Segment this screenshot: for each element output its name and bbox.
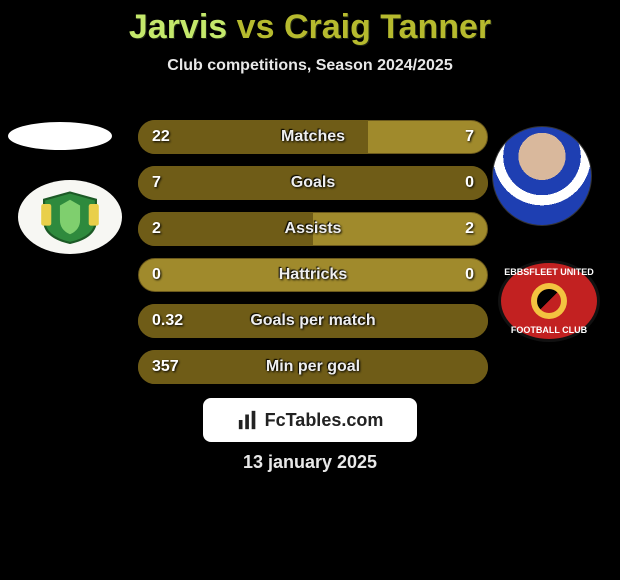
player1-photo (8, 122, 112, 150)
badge-ring-top: EBBSFLEET UNITED (501, 267, 597, 277)
stat-row: 0.32 Goals per match (138, 304, 488, 338)
stat-row: 357 Min per goal (138, 350, 488, 384)
stat-row: 0 0 Hattricks (138, 258, 488, 292)
stat-label: Goals (138, 166, 488, 200)
badge-inner-icon (531, 283, 567, 319)
player2-club-badge: EBBSFLEET UNITED FOOTBALL CLUB (498, 260, 600, 342)
brand-pill: FcTables.com (203, 398, 417, 442)
stat-label: Matches (138, 120, 488, 154)
comparison-bars: 22 7 Matches 7 0 Goals 2 2 Assists 0 0 H… (138, 120, 488, 396)
brand-text: FcTables.com (265, 410, 384, 431)
player1-club-badge (18, 180, 122, 254)
stat-row: 22 7 Matches (138, 120, 488, 154)
stat-row: 2 2 Assists (138, 212, 488, 246)
date-text: 13 january 2025 (0, 452, 620, 473)
title-player1: Jarvis (129, 8, 227, 46)
player2-photo (492, 126, 592, 226)
title-player2: Craig Tanner (284, 8, 491, 46)
stat-label: Min per goal (138, 350, 488, 384)
bars-icon (237, 409, 259, 431)
stat-label: Goals per match (138, 304, 488, 338)
stat-label: Assists (138, 212, 488, 246)
title-vs: vs (237, 8, 275, 46)
title: Jarvis vs Craig Tanner (0, 0, 620, 47)
badge-ring-bottom: FOOTBALL CLUB (501, 325, 597, 335)
subtitle: Club competitions, Season 2024/2025 (0, 57, 620, 75)
stat-label: Hattricks (138, 258, 488, 292)
stat-row: 7 0 Goals (138, 166, 488, 200)
comparison-card: Jarvis vs Craig Tanner Club competitions… (0, 0, 620, 580)
shield-icon (34, 187, 106, 247)
